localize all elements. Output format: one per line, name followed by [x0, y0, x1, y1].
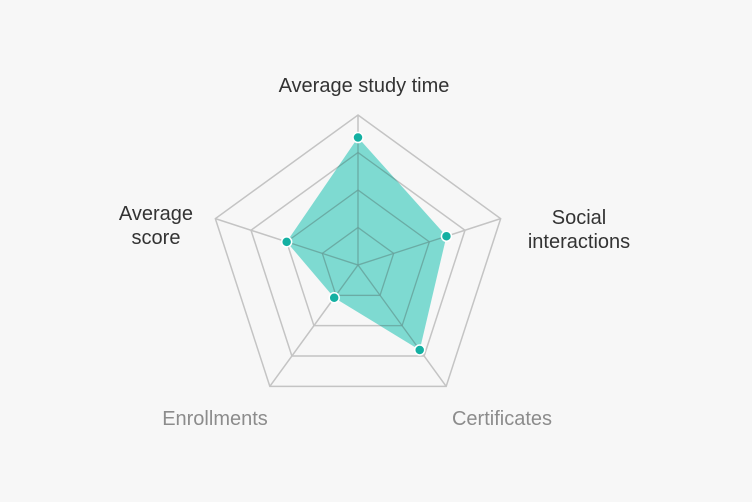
data-point-0-1 [440, 230, 453, 243]
data-point-0-4 [280, 236, 293, 248]
data-point-0-0 [352, 131, 364, 144]
axis-label-1: Social interactions [528, 207, 630, 253]
data-point-0-3 [328, 292, 340, 304]
grid-ring-3 [250, 151, 466, 357]
grid-ring-4 [214, 114, 502, 388]
grid-spoke-inner-2 [357, 264, 447, 350]
axis-label-4: Average score [119, 203, 193, 249]
axis-label-0: Average study time [279, 75, 450, 97]
axis-label-4-line-0: Average [119, 203, 193, 225]
series-area-0 [286, 137, 447, 350]
axis-label-2-line-0: Certificates [452, 408, 552, 430]
grid-ring-inner-1 [321, 226, 395, 296]
axis-label-1-line-0: Social [552, 207, 606, 229]
axis-label-1-line-1: interactions [528, 231, 630, 253]
grid-spoke-inner-4 [286, 218, 359, 266]
axis-label-3-line-0: Enrollments [162, 408, 268, 430]
axis-label-4-line-1: score [132, 227, 181, 249]
axis-label-3: Enrollments [162, 408, 268, 430]
data-point-0-2 [413, 344, 426, 356]
axis-label-0-line-0: Average study time [279, 75, 450, 97]
axis-label-2: Certificates [452, 408, 552, 430]
grid-spoke-inner-1 [357, 218, 447, 266]
